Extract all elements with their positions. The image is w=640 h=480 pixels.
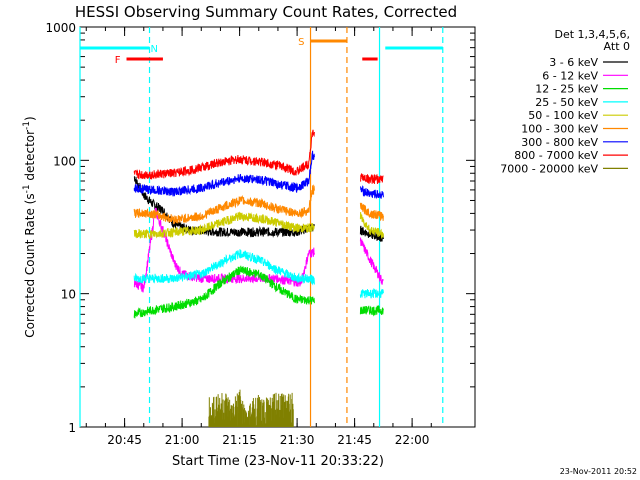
legend-label: 800 - 7000 keV <box>514 149 598 162</box>
series-line <box>359 237 384 285</box>
legend-label: 25 - 50 keV <box>535 96 598 109</box>
series-line <box>359 173 384 185</box>
plot-frame <box>79 26 476 428</box>
x-tick-label: 22:00 <box>395 433 430 447</box>
y-axis-label: Corrected Count Rate (s-1 detector-1) <box>22 116 37 337</box>
x-tick-label: 20:45 <box>107 433 142 447</box>
plot-area: 1 10 100 1000 20:45 21:00 21:15 21:30 21:45 22:0… <box>45 21 476 447</box>
y-tick-label: 1000 <box>45 21 76 35</box>
flag-label-f: F <box>115 55 121 66</box>
y-tick-label: 100 <box>53 154 76 168</box>
x-tick-label: 21:00 <box>165 433 200 447</box>
chart-title: HESSI Observing Summary Count Rates, Cor… <box>75 3 457 21</box>
y-axis-label-main: Corrected Count Rate (s <box>23 193 37 337</box>
series-line <box>133 184 315 225</box>
y-axis-label-sup2: -1 <box>22 121 32 130</box>
legend-label: 12 - 25 keV <box>535 83 598 96</box>
y-tick-label: 1 <box>68 421 76 435</box>
legend-label: 6 - 12 keV <box>542 69 598 82</box>
flag-label-s: S <box>298 37 304 48</box>
series-line <box>359 202 384 222</box>
y-axis: 1 10 100 1000 <box>45 21 475 435</box>
series-line <box>133 265 315 319</box>
legend-label: 50 - 100 keV <box>528 109 598 122</box>
state-lines <box>79 27 444 427</box>
legend-header-line1: Det 1,3,4,5,6, <box>554 28 630 41</box>
legend-label: 100 - 300 keV <box>521 123 598 136</box>
series-line <box>133 249 315 286</box>
series-line <box>133 150 315 197</box>
series-line <box>359 212 384 240</box>
state-flags: F N S <box>80 37 443 66</box>
y-tick-label: 10 <box>61 288 76 302</box>
x-tick-label: 21:15 <box>222 433 257 447</box>
series-group <box>133 129 384 427</box>
legend-label: 7000 - 20000 keV <box>500 162 598 175</box>
y-axis-label-sup1: -1 <box>22 184 32 193</box>
y-axis-label-end: ) <box>23 116 37 121</box>
series-line <box>359 185 384 200</box>
legend-label: 300 - 800 keV <box>521 136 598 149</box>
x-tick-label: 21:30 <box>280 433 315 447</box>
legend-label: 3 - 6 keV <box>549 56 598 69</box>
series-line <box>359 304 384 317</box>
x-axis: 20:45 21:00 21:15 21:30 21:45 22:00 <box>85 27 432 447</box>
series-line <box>133 129 315 180</box>
generated-timestamp: 23-Nov-2011 20:52 <box>560 467 637 476</box>
series-line <box>133 211 315 240</box>
legend-header-line2: Att 0 <box>604 40 630 53</box>
x-tick-label: 21:45 <box>337 433 372 447</box>
flag-label-n: N <box>151 44 158 55</box>
y-axis-label-mid: detector <box>23 130 37 185</box>
series-line <box>359 287 384 299</box>
series-line <box>133 175 315 238</box>
x-axis-label: Start Time (23-Nov-11 20:33:22) <box>172 454 384 469</box>
